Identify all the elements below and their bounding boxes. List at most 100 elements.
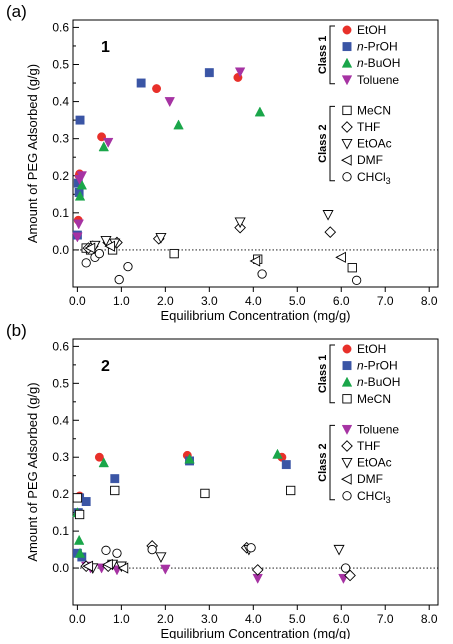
y-tick-label: 0.3 xyxy=(52,132,69,146)
data-point xyxy=(155,552,167,563)
legend-label: THF xyxy=(357,120,380,134)
legend-marker xyxy=(341,457,353,469)
series-thf xyxy=(80,540,356,582)
legend-bracket-line xyxy=(329,424,335,501)
data-point xyxy=(254,106,266,117)
legend-label: n-PrOH xyxy=(357,40,398,54)
data-point xyxy=(117,562,129,574)
legend-label: CHCl3 xyxy=(357,170,391,186)
legend-marker xyxy=(341,376,353,387)
x-tick-label: 1.0 xyxy=(113,294,130,308)
y-tick-label: 0.4 xyxy=(52,413,69,427)
data-point xyxy=(173,119,184,130)
data-point xyxy=(110,485,120,496)
legend-group-bracket xyxy=(329,105,335,182)
y-tick-label: 0.5 xyxy=(52,376,69,390)
data-point xyxy=(169,248,179,259)
legend-group-bracket xyxy=(329,344,335,404)
panel-label: (a) xyxy=(6,2,27,21)
data-point xyxy=(147,544,157,555)
legend-marker xyxy=(341,138,353,150)
series-thf xyxy=(82,221,337,254)
series-etoh xyxy=(73,450,287,503)
legend-label: MeCN xyxy=(357,392,391,406)
y-tick-label: 0.0 xyxy=(52,243,69,257)
x-tick-label: 2.0 xyxy=(157,612,174,626)
y-tick-label: 0.0 xyxy=(52,561,69,575)
x-tick-label: 7.0 xyxy=(377,612,394,626)
data-point xyxy=(101,545,111,555)
legend-label: EtOH xyxy=(357,23,386,37)
legend-group-bracket xyxy=(329,25,335,85)
x-tick-label: 3.0 xyxy=(201,294,218,308)
data-point xyxy=(344,569,356,582)
data-point xyxy=(75,115,85,125)
data-point xyxy=(114,274,124,285)
legend-label: EtOAc xyxy=(357,456,392,470)
y-tick-label: 0.3 xyxy=(52,450,69,464)
data-point xyxy=(351,275,362,285)
data-point xyxy=(136,78,146,88)
data-point xyxy=(246,543,256,553)
legend-group-label: Class 2 xyxy=(317,443,329,482)
legend-label: EtOH xyxy=(357,342,386,356)
legend-label: EtOAc xyxy=(357,137,392,151)
data-point xyxy=(155,233,167,244)
series-mecn xyxy=(81,243,357,273)
x-tick-label: 7.0 xyxy=(377,294,394,308)
x-tick-label: 5.0 xyxy=(289,612,306,626)
data-point xyxy=(100,235,112,247)
chart-panel-b: 0.0 0.1 0.2 0.3 0.4 0.5 0.6 0.0 1.0 2.0 3.0 4.0 5.0 6… xyxy=(6,321,439,641)
series-chcl3 xyxy=(81,248,362,285)
data-point xyxy=(82,560,94,572)
data-point xyxy=(112,548,122,558)
panel-label: (b) xyxy=(6,321,27,340)
data-point xyxy=(204,68,214,78)
y-tick-label: 0.6 xyxy=(52,20,69,34)
data-point xyxy=(164,97,175,108)
data-point xyxy=(281,460,291,470)
data-point xyxy=(152,84,162,94)
series-n-buoh xyxy=(74,106,266,201)
legend-marker xyxy=(342,361,352,371)
series-n-buoh xyxy=(72,448,283,558)
x-axis-label: Equilibrium Concentration (mg/g) xyxy=(160,626,350,639)
legend-marker xyxy=(342,344,352,354)
data-point xyxy=(286,485,296,496)
data-point xyxy=(98,457,109,468)
sample-label: 2 xyxy=(101,358,110,375)
x-tick-label: 1.0 xyxy=(113,612,130,626)
data-point xyxy=(160,564,171,575)
data-point xyxy=(98,141,109,152)
data-point xyxy=(81,497,91,507)
x-tick-label: 6.0 xyxy=(333,294,350,308)
legend-label: Toluene xyxy=(357,422,399,436)
data-point xyxy=(94,452,104,462)
plot-frame xyxy=(72,338,439,606)
series-n-proh xyxy=(72,68,214,240)
legend-label: n-BuOH xyxy=(357,375,400,389)
legend-marker xyxy=(341,57,353,68)
data-point xyxy=(249,255,261,267)
data-point xyxy=(76,179,88,190)
data-point xyxy=(335,251,346,263)
x-tick-label: 4.0 xyxy=(245,294,262,308)
series-mecn xyxy=(72,485,296,520)
legend-bracket-line xyxy=(329,25,335,85)
series-toluene xyxy=(72,67,246,243)
legend-label: MeCN xyxy=(357,103,391,117)
x-tick-label: 3.0 xyxy=(201,612,218,626)
legend-marker xyxy=(342,25,352,35)
x-tick-label: 5.0 xyxy=(289,294,306,308)
legend-label: Toluene xyxy=(357,73,399,87)
sample-label: 1 xyxy=(101,39,110,56)
x-tick-label: 4.0 xyxy=(245,612,262,626)
legend-bracket-line xyxy=(329,344,335,404)
series-etoh xyxy=(73,73,243,225)
legend-label: n-BuOH xyxy=(357,56,400,70)
data-point xyxy=(184,453,195,464)
legend-marker xyxy=(342,394,352,404)
x-axis-label: Equilibrium Concentration (mg/g) xyxy=(160,308,350,323)
legend-group-label: Class 1 xyxy=(317,355,329,394)
